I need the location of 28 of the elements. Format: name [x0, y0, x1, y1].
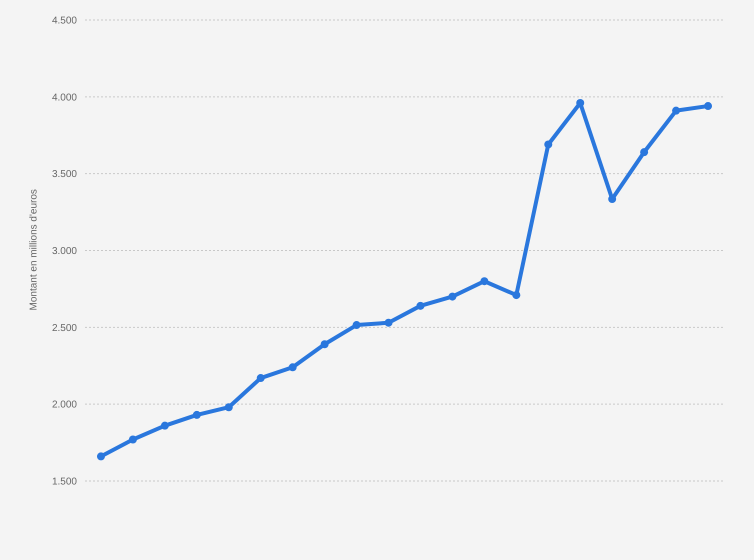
y-tick-label: 3.500	[52, 169, 78, 180]
point	[544, 140, 552, 148]
y-tick-label: 2.000	[52, 400, 78, 411]
y-tick-label: 4.000	[52, 92, 78, 104]
point	[512, 291, 520, 300]
point	[160, 422, 169, 430]
y-tick-label: 2.500	[52, 322, 78, 334]
point	[288, 363, 297, 372]
y-tick-label: 3.000	[52, 246, 78, 258]
y-tick-label: 4.500	[52, 16, 78, 27]
point	[480, 277, 488, 286]
point	[384, 318, 393, 327]
point	[320, 340, 329, 348]
point	[640, 148, 648, 156]
point	[192, 410, 201, 419]
point	[448, 292, 456, 301]
point	[224, 403, 233, 412]
point	[128, 436, 137, 444]
point	[608, 195, 616, 204]
point	[352, 321, 361, 330]
point	[576, 98, 584, 107]
y-tick-label: 1.500	[52, 476, 78, 488]
point	[672, 106, 680, 115]
point	[96, 452, 105, 460]
point	[416, 302, 424, 310]
y-axis-title: Montant en millions d'euros	[28, 189, 40, 310]
point	[256, 374, 265, 382]
point	[704, 102, 712, 110]
